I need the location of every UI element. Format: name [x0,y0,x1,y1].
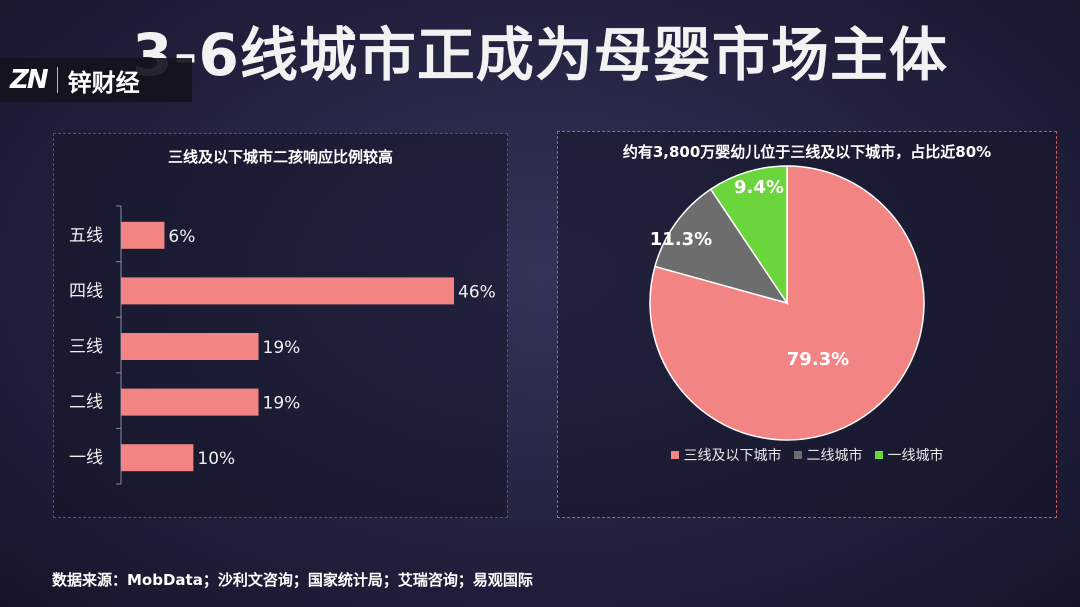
bar [121,277,454,305]
page-title: 3-6线城市正成为母婴市场主体 [132,21,948,89]
pie-legend-item: 三线及以下城市 [670,445,782,465]
legend-swatch [670,451,679,459]
bar-category-label: 一线 [69,448,103,468]
bar-value-label: 6% [168,227,195,247]
pie-legend-item: 二线城市 [793,445,863,465]
pie-chart: 79.3% 11.3% 9.4% [649,165,925,441]
data-source: 数据来源：MobData；沙利文咨询；国家统计局；艾瑞咨询；易观国际 [52,571,533,589]
logo-name: 锌财经 [67,68,140,97]
bar-category-label: 五线 [69,226,103,246]
bar-value-label: 46% [458,282,496,302]
bar-value-label: 19% [263,338,301,358]
brand-logo: ZN 锌财经 [0,58,192,102]
pie-legend-item: 一线城市 [874,445,944,465]
bar [121,444,194,472]
bar-chart-panel: 三线及以下城市二孩响应比例较高 五线 6% 四线 46% 三线 19% 二线 19% 一线 10% [53,133,508,518]
bar [121,221,165,249]
bar [121,333,259,360]
legend-swatch [793,451,802,459]
pie-slice [709,165,788,306]
bar-chart-title: 三线及以下城市二孩响应比例较高 [167,148,393,166]
bar [121,388,259,416]
bar-chart: 五线 6% 四线 46% 三线 19% 二线 19% 一线 10% [69,205,496,485]
legend-label: 一线城市 [887,448,944,464]
legend-swatch [874,451,883,459]
pie-value-label: 11.3% [650,229,712,250]
pie-legend: 三线及以下城市 二线城市 一线城市 [558,445,1056,465]
bar-value-label: 10% [197,449,235,469]
logo-divider [56,67,58,93]
legend-label: 三线及以下城市 [683,448,782,464]
bar-value-label: 19% [263,394,301,414]
pie-chart-panel: 约有3,800万婴幼儿位于三线及以下城市，占比近80% 79.3% 11.3% 9.… [557,131,1057,518]
bar-category-label: 三线 [69,337,103,357]
logo-mark: ZN [10,65,49,95]
bar-category-label: 四线 [69,281,103,301]
bar-category-label: 二线 [69,393,103,413]
legend-label: 二线城市 [806,448,863,464]
pie-slice [654,188,789,305]
pie-chart-title: 约有3,800万婴幼儿位于三线及以下城市，占比近80% [622,143,992,161]
pie-value-label: 9.4% [734,177,784,198]
pie-value-label: 79.3% [787,349,849,370]
